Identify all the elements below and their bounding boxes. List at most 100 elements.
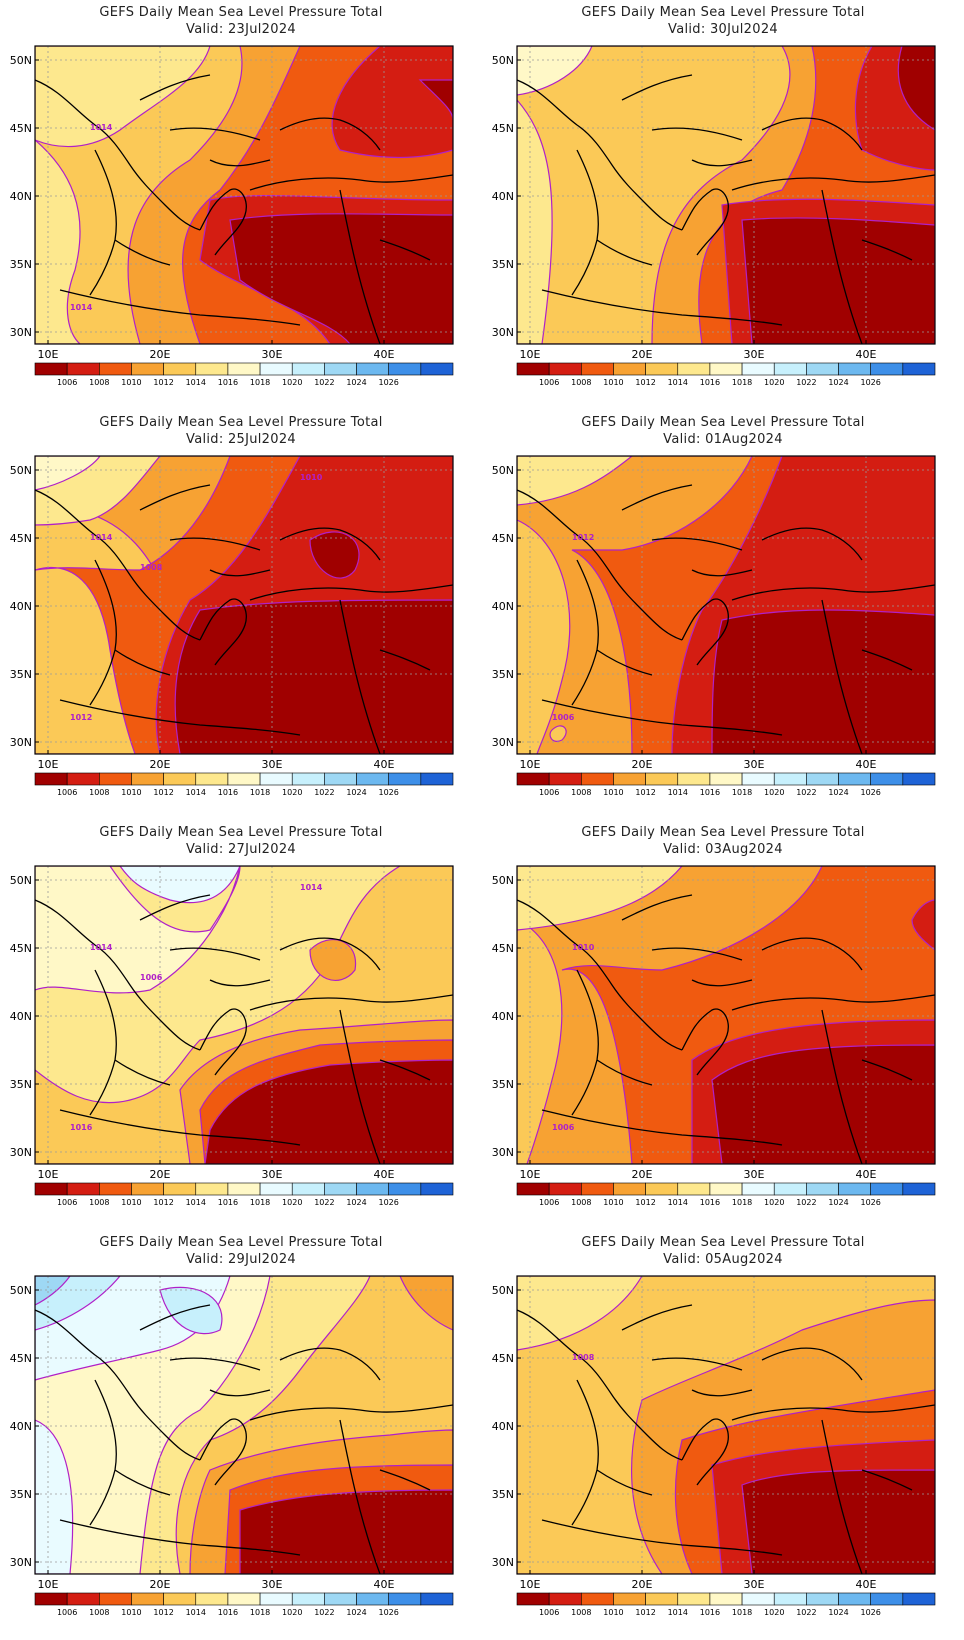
map-panel: GEFS Daily Mean Sea Level Pressure Total… [0, 0, 482, 410]
contour-label: 1014 [90, 943, 113, 952]
pressure-region [517, 46, 593, 96]
y-tick-label: 30N [10, 1556, 32, 1569]
y-tick-label: 40N [492, 190, 514, 203]
colorbar-label: 1016 [700, 378, 720, 387]
coastline [861, 239, 913, 261]
colorbar-swatch [291, 1592, 325, 1606]
coastline [691, 979, 753, 987]
panel-valid-date: Valid: 03Aug2024 [663, 842, 783, 857]
colorbar-label: 1016 [218, 378, 238, 387]
x-tick-label: 20E [150, 758, 171, 771]
colorbar-swatch [581, 1592, 614, 1606]
colorbar-label: 1022 [314, 1608, 334, 1617]
colorbar-swatch [838, 362, 871, 376]
colorbar-swatch [66, 362, 100, 376]
coastline [571, 1379, 599, 1526]
pressure-fill [517, 866, 935, 1164]
x-tick-label: 10E [520, 758, 541, 771]
coastline [621, 484, 693, 511]
map-frame [516, 455, 936, 755]
y-tick-label: 40N [10, 1420, 32, 1433]
x-tick-label: 10E [38, 758, 59, 771]
contour-label: 1012 [70, 713, 92, 722]
colorbar-swatch [227, 362, 261, 376]
y-tick-label: 50N [492, 54, 514, 67]
map-frame [516, 45, 936, 345]
y-tick-label: 35N [492, 668, 514, 681]
colorbar-swatch [902, 1182, 936, 1196]
colorbar-swatch [645, 1182, 679, 1196]
colorbar-swatch [709, 1182, 743, 1196]
colorbar-swatch [195, 1592, 229, 1606]
contour-label: 1014 [90, 123, 113, 132]
x-tick-label: 20E [632, 1578, 653, 1591]
y-tick-label: 40N [10, 600, 32, 613]
coastline [691, 159, 753, 167]
panel-title: GEFS Daily Mean Sea Level Pressure Total [99, 415, 383, 430]
colorbar-label: 1022 [314, 788, 334, 797]
y-tick-label: 30N [492, 736, 514, 749]
coastline [209, 979, 271, 987]
coastline [35, 899, 201, 1051]
colorbar-label: 1016 [700, 788, 720, 797]
colorbar-swatch [806, 362, 839, 376]
colorbar-swatch [581, 1182, 614, 1196]
colorbar-label: 1010 [121, 378, 141, 387]
pressure-map: 1014 1012 1010 1008 50N 45N 40N 35N 30N 10E 20E 30E… [10, 455, 454, 797]
colorbar-swatch [34, 362, 68, 376]
y-tick-label: 30N [10, 326, 32, 339]
colorbar-swatch [741, 772, 775, 786]
y-tick-label: 35N [492, 258, 514, 271]
colorbar-swatch [259, 1182, 293, 1196]
colorbar-swatch [773, 362, 807, 376]
coastline [249, 1404, 453, 1421]
coastline [35, 79, 201, 231]
colorbar-swatch [902, 772, 936, 786]
y-tick-label: 35N [10, 668, 32, 681]
coastline [681, 188, 729, 256]
colorbar-label: 1014 [668, 378, 688, 387]
colorbar-swatch [34, 1182, 68, 1196]
coastline [761, 527, 863, 561]
colorbar-swatch [548, 1182, 582, 1196]
x-tick-label: 40E [856, 758, 877, 771]
colorbar-swatch [741, 1592, 775, 1606]
colorbar-swatch [645, 362, 679, 376]
colorbar-label: 1022 [796, 1608, 816, 1617]
colorbar-swatch [806, 1592, 839, 1606]
coastline [731, 174, 935, 191]
colorbar-swatch [388, 1592, 422, 1606]
pressure-fill [35, 1276, 453, 1574]
colorbar-label: 1008 [571, 788, 591, 797]
coastline [571, 149, 599, 296]
coastline [279, 1347, 381, 1381]
coastline [379, 649, 431, 671]
colorbar-swatch [741, 1182, 775, 1196]
panel-valid-date: Valid: 01Aug2024 [663, 432, 783, 447]
colorbar-swatch [613, 362, 646, 376]
coastline [621, 1304, 693, 1331]
colorbar-swatch [356, 362, 389, 376]
y-tick-label: 50N [10, 1284, 32, 1297]
coastline [681, 598, 729, 666]
y-tick-label: 50N [492, 1284, 514, 1297]
colorbar-label: 1024 [346, 378, 366, 387]
colorbar-label: 1010 [121, 788, 141, 797]
y-tick-label: 35N [10, 258, 32, 271]
colorbar-swatch [66, 1182, 100, 1196]
x-tick-label: 10E [520, 348, 541, 361]
x-tick-label: 30E [744, 348, 765, 361]
pressure-region [517, 99, 553, 344]
colorbar-swatch [838, 1592, 871, 1606]
pressure-fill [517, 456, 935, 754]
coastline [596, 1469, 653, 1496]
contour-label: 1006 [140, 973, 163, 982]
contour-label: 1006 [552, 1123, 575, 1132]
colorbar-swatch [581, 362, 614, 376]
map-panel: GEFS Daily Mean Sea Level Pressure Total… [0, 410, 482, 820]
contour-label: 1008 [572, 1353, 595, 1362]
coastline [761, 117, 863, 151]
x-tick-label: 20E [632, 1168, 653, 1181]
panel-valid-date: Valid: 30Jul2024 [668, 22, 778, 37]
colorbar-swatch [677, 772, 711, 786]
